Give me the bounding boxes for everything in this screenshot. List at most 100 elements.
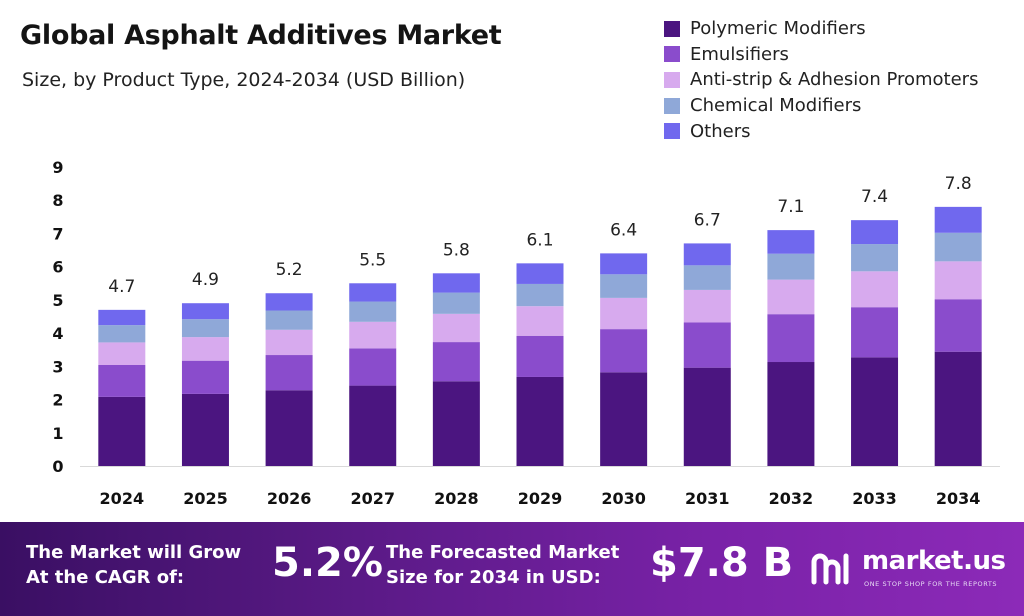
cagr-label-line1: The Market will Grow: [26, 542, 242, 563]
bar-segment: [181, 303, 229, 320]
legend-label: Polymeric Modifiers: [690, 18, 866, 40]
bar-segment: [265, 355, 313, 391]
x-tick-label: 2026: [267, 489, 312, 508]
y-tick-label: 5: [52, 291, 63, 310]
y-tick-label: 8: [52, 191, 63, 210]
cagr-label: The Market will Grow At the CAGR of:: [26, 540, 241, 590]
legend-swatch: [664, 20, 680, 37]
x-tick-label: 2025: [183, 489, 228, 508]
bar-segment: [683, 243, 731, 266]
total-data-label: 7.8: [945, 174, 972, 194]
bar-segment: [98, 309, 146, 326]
y-tick-label: 0: [52, 457, 63, 476]
bar-segment: [181, 319, 229, 338]
y-tick-label: 7: [52, 224, 63, 243]
total-data-label: 5.2: [276, 260, 303, 280]
y-tick-label: 2: [52, 391, 63, 410]
chart-card: Global Asphalt Additives Market Size, by…: [20, 16, 1019, 508]
logo-text: market.us: [862, 546, 1006, 576]
bar-segment: [265, 293, 313, 311]
bar-segment: [600, 329, 648, 373]
legend-item: Chemical Modifiers: [664, 93, 1019, 119]
stacked-bar-chart: 0 1 2 3 4 5 6 7 8 9 4.7 2024 4.9 2025 5.2 2026 5.5 2027 5.…: [52, 158, 1000, 508]
bar-segment: [98, 325, 146, 343]
bar-segment: [767, 314, 815, 363]
legend-swatch: [664, 123, 680, 140]
bar-segment: [432, 381, 480, 466]
bar-segment: [432, 273, 480, 293]
y-tick-label: 1: [52, 424, 63, 443]
total-data-label: 6.7: [694, 210, 721, 230]
bar-segment: [934, 206, 982, 233]
y-tick-label: 9: [52, 158, 63, 177]
bar-segment: [349, 385, 397, 466]
bar-segment: [683, 289, 731, 323]
bar-segment: [851, 220, 899, 245]
bar-segment: [181, 337, 229, 361]
x-tick-label: 2034: [936, 489, 981, 508]
bar-segment: [851, 244, 899, 272]
bar-segment: [934, 351, 982, 466]
bar-segment: [851, 271, 899, 308]
logo-tagline: ONE STOP SHOP FOR THE REPORTS: [864, 580, 998, 588]
total-data-label: 4.9: [192, 270, 219, 290]
bar-segment: [683, 265, 731, 290]
total-data-label: 6.4: [610, 220, 637, 240]
total-data-label: 5.8: [443, 240, 470, 260]
x-tick-label: 2033: [852, 489, 897, 508]
y-tick-label: 6: [52, 258, 63, 277]
bar-segment: [600, 253, 648, 275]
bar-segment: [516, 306, 564, 336]
bar-segment: [349, 283, 397, 302]
bar-segment: [181, 393, 229, 466]
cagr-value: 5.2%: [272, 540, 383, 586]
summary-banner: The Market will Grow At the CAGR of: 5.2…: [0, 522, 1024, 616]
bar-segment: [851, 307, 899, 358]
total-data-label: 7.4: [861, 187, 888, 207]
bar-segment: [767, 230, 815, 254]
legend-item: Anti-strip & Adhesion Promoters: [664, 67, 1019, 93]
legend-label: Chemical Modifiers: [690, 95, 862, 117]
x-tick-label: 2030: [601, 489, 646, 508]
bar-segment: [600, 372, 648, 466]
forecast-value: $7.8 B: [650, 540, 794, 586]
total-data-label: 7.1: [777, 197, 804, 217]
chart-legend: Polymeric Modifiers Emulsifiers Anti-strip…: [664, 16, 1019, 144]
bar-segment: [181, 360, 229, 394]
bar-segment: [934, 299, 982, 352]
y-tick-label: 4: [52, 324, 63, 343]
legend-label: Anti-strip & Adhesion Promoters: [690, 69, 979, 91]
forecast-label-line1: The Forecasted Market: [386, 542, 620, 563]
bar-segment: [349, 301, 397, 322]
forecast-label: The Forecasted Market Size for 2034 in U…: [386, 540, 619, 590]
legend-item: Polymeric Modifiers: [664, 16, 1019, 42]
legend-swatch: [664, 71, 680, 88]
legend-label: Others: [690, 120, 751, 142]
chart-subtitle: Size, by Product Type, 2024-2034 (USD Bi…: [22, 69, 466, 91]
total-data-label: 4.7: [108, 277, 135, 297]
x-tick-label: 2031: [685, 489, 730, 508]
bar-segment: [767, 279, 815, 315]
bar-segment: [349, 348, 397, 386]
legend-item: Others: [664, 118, 1019, 144]
bar-segment: [600, 274, 648, 298]
bar-segment: [767, 362, 815, 466]
legend-swatch: [664, 46, 680, 63]
bar-segment: [600, 297, 648, 330]
bar-segment: [98, 365, 146, 397]
legend-swatch: [664, 97, 680, 114]
legend-label: Emulsifiers: [690, 43, 789, 65]
market-us-logo-icon: [811, 553, 849, 585]
x-tick-label: 2027: [350, 489, 395, 508]
forecast-label-line2: Size for 2034 in USD:: [386, 567, 601, 588]
bar-segment: [349, 321, 397, 349]
x-tick-label: 2028: [434, 489, 479, 508]
chart-title: Global Asphalt Additives Market: [20, 20, 502, 51]
bar-segment: [98, 396, 146, 466]
bar-segment: [934, 232, 982, 262]
bar-segment: [767, 253, 815, 280]
bar-segment: [851, 357, 899, 466]
bar-segment: [265, 390, 313, 466]
y-tick-label: 3: [52, 357, 63, 376]
bar-segment: [265, 329, 313, 356]
